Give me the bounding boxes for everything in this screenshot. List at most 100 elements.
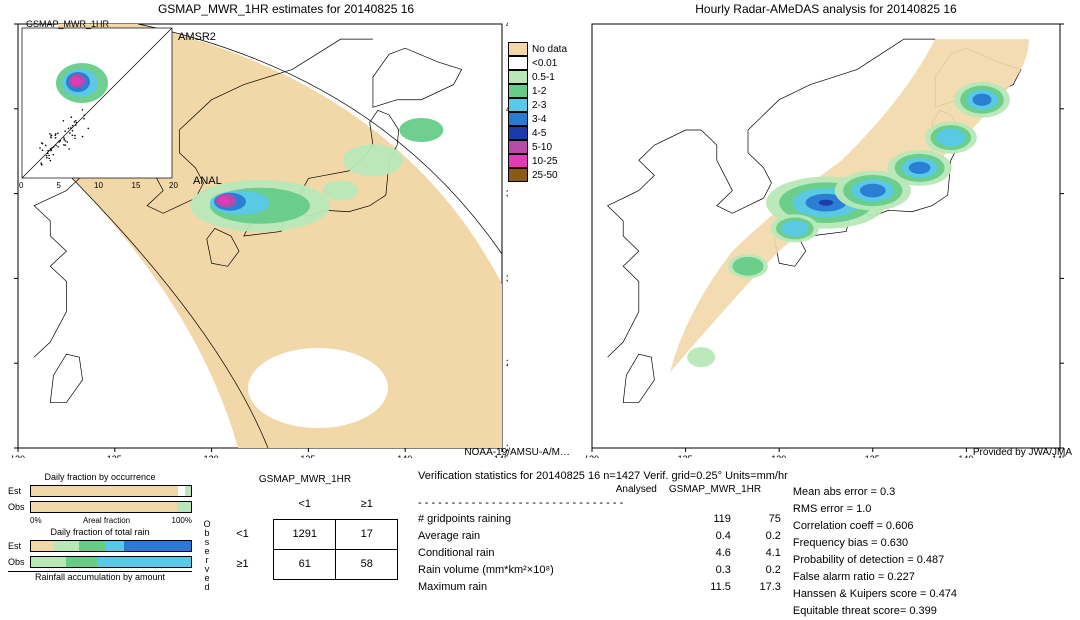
legend-label: 10-25 <box>532 156 558 167</box>
svg-text:120: 120 <box>586 454 599 458</box>
svg-text:35: 35 <box>506 189 508 199</box>
svg-text:140: 140 <box>958 454 973 458</box>
bar-label-obs2: Obs <box>8 557 30 567</box>
legend-item: 25-50 <box>508 168 567 182</box>
legend-swatch <box>508 154 528 168</box>
svg-text:AMSR2: AMSR2 <box>178 31 216 43</box>
svg-text:140: 140 <box>397 454 412 458</box>
color-legend: No data <0.01 0.5-1 1-2 2-3 3-4 4-5 5-10 10-25 25… <box>508 42 567 182</box>
stat-val-est: 0.2 <box>731 528 781 545</box>
svg-text:130: 130 <box>204 454 219 458</box>
left-map-title: GSMAP_MWR_1HR estimates for 20140825 16 <box>0 0 572 18</box>
svg-text:130: 130 <box>771 454 786 458</box>
verif-metrics: Mean abs error = 0.3RMS error = 1.0Corre… <box>781 484 1072 620</box>
stats-row: Daily fraction by occurrence Est Obs 0%A… <box>0 470 1080 612</box>
occur-obs-bar <box>30 501 192 513</box>
ctable-side-label: Observed <box>202 520 212 592</box>
dash-line: - - - - - - - - - - - - - - - - - - - - … <box>418 497 781 509</box>
svg-text:25: 25 <box>506 358 508 368</box>
satellite-label: NOAA-19/AMSU-A/M… <box>464 447 570 458</box>
legend-swatch <box>508 140 528 154</box>
stat-row: Average rain0.40.2 <box>418 528 781 545</box>
bar-label-est: Est <box>8 486 30 496</box>
stat-row: Conditional rain4.64.1 <box>418 545 781 562</box>
legend-label: 4-5 <box>532 128 546 139</box>
legend-item: 2-3 <box>508 98 567 112</box>
stat-val-analysed: 119 <box>681 511 731 528</box>
hdr-est: GSMAP_MWR_1HR <box>661 484 781 495</box>
ct-b: 17 <box>336 519 398 549</box>
axis-100: 100% <box>172 516 192 525</box>
svg-text:20: 20 <box>169 181 178 190</box>
bar-segment <box>79 541 105 551</box>
legend-item: <0.01 <box>508 56 567 70</box>
stat-val-est: 0.2 <box>731 562 781 579</box>
legend-swatch <box>508 42 528 56</box>
bar-segment <box>31 486 178 496</box>
legend-label: 25-50 <box>532 170 558 181</box>
metric-row: Hanssen & Kuipers score = 0.474 <box>793 586 1072 603</box>
legend-swatch <box>508 56 528 70</box>
right-map-svg: 120125130135140145202530354045 <box>586 18 1066 458</box>
legend-item: 4-5 <box>508 126 567 140</box>
legend-item: 1-2 <box>508 84 567 98</box>
ct-d: 58 <box>336 549 398 579</box>
occur-est-bar <box>30 485 192 497</box>
bar-segment <box>185 486 191 496</box>
left-map-panel: GSMAP_MWR_1HR estimates for 20140825 16 … <box>0 0 572 460</box>
bar-segment <box>31 557 66 567</box>
bar-label-est2: Est <box>8 541 30 551</box>
axis-mid: Areal fraction <box>83 516 130 525</box>
bar-segment <box>124 541 191 551</box>
legend-label: 3-4 <box>532 114 546 125</box>
bar-segment <box>105 541 124 551</box>
legend-label: No data <box>532 44 567 55</box>
metric-row: RMS error = 1.0 <box>793 501 1072 518</box>
ct-col2: ≥1 <box>336 489 398 519</box>
metric-row: Frequency bias = 0.630 <box>793 535 1072 552</box>
legend-label: 1-2 <box>532 86 546 97</box>
legend-swatch <box>508 98 528 112</box>
stat-label: Rain volume (mm*km²×10⁸) <box>418 562 681 579</box>
bar-segment <box>53 541 79 551</box>
contingency-table: <1 ≥1 <1 1291 17 ≥1 61 58 <box>212 489 399 580</box>
bar-segment <box>31 541 53 551</box>
bar-label-obs: Obs <box>8 502 30 512</box>
stat-label: Average rain <box>418 528 681 545</box>
total-est-bar <box>30 540 192 552</box>
svg-text:15: 15 <box>132 181 141 190</box>
hdr-analysed: Analysed <box>418 484 661 495</box>
stat-val-analysed: 0.4 <box>681 528 731 545</box>
right-map-panel: Hourly Radar-AMeDAS analysis for 2014082… <box>572 0 1080 460</box>
ct-a: 1291 <box>274 519 336 549</box>
legend-label: 0.5-1 <box>532 72 555 83</box>
bar-segment <box>66 557 98 567</box>
legend-swatch <box>508 168 528 182</box>
ct-row1: <1 <box>212 519 274 549</box>
stat-val-analysed: 4.6 <box>681 545 731 562</box>
stat-val-est: 4.1 <box>731 545 781 562</box>
svg-text:10: 10 <box>94 181 103 190</box>
legend-label: <0.01 <box>532 58 557 69</box>
stat-row: Maximum rain11.517.3 <box>418 579 781 596</box>
svg-text:ANAL: ANAL <box>193 175 222 187</box>
ctable-title: GSMAP_MWR_1HR <box>200 470 410 485</box>
stat-val-est: 75 <box>731 511 781 528</box>
stat-label: # gridpoints raining <box>418 511 681 528</box>
verif-rows: # gridpoints raining11975Average rain0.4… <box>418 511 781 596</box>
legend-label: 2-3 <box>532 100 546 111</box>
stat-val-est: 17.3 <box>731 579 781 596</box>
svg-text:45: 45 <box>506 19 508 29</box>
stat-val-analysed: 0.3 <box>681 562 731 579</box>
legend-swatch <box>508 126 528 140</box>
metric-row: Correlation coeff = 0.606 <box>793 518 1072 535</box>
stat-label: Conditional rain <box>418 545 681 562</box>
svg-text:135: 135 <box>865 454 880 458</box>
legend-swatch <box>508 70 528 84</box>
svg-text:125: 125 <box>107 454 122 458</box>
right-map-title: Hourly Radar-AMeDAS analysis for 2014082… <box>572 0 1080 18</box>
contingency-column: GSMAP_MWR_1HR Observed <1 ≥1 <1 1291 17 … <box>200 470 410 612</box>
stat-row: # gridpoints raining11975 <box>418 511 781 528</box>
legend-label: 5-10 <box>532 142 552 153</box>
bar-segment <box>98 557 191 567</box>
